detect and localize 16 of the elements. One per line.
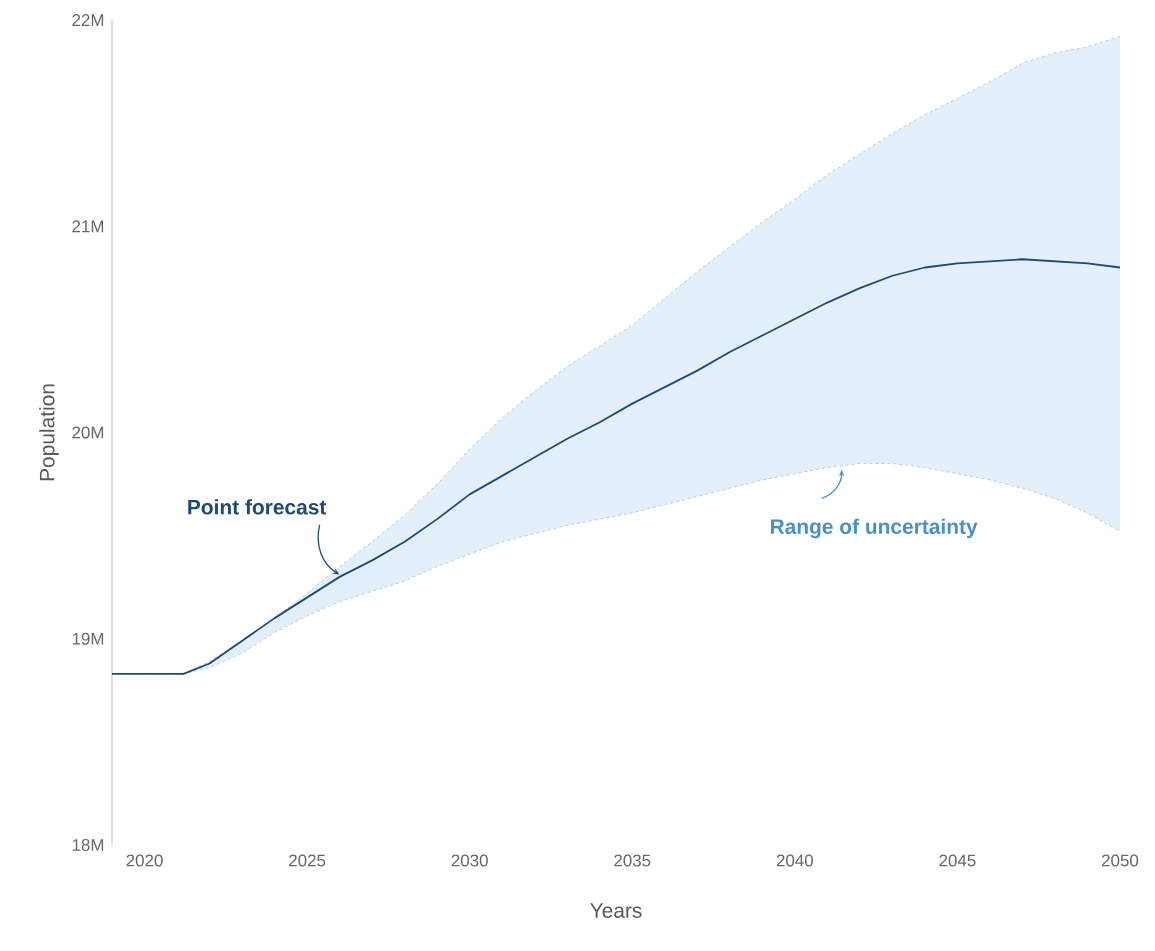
y-tick-label: 21M <box>72 220 104 233</box>
x-axis-title: Years <box>590 903 642 918</box>
y-tick-label: 19M <box>72 632 104 645</box>
x-tick-label: 2020 <box>126 854 163 867</box>
x-tick-label: 2025 <box>289 854 326 867</box>
x-tick-label: 2030 <box>451 854 488 867</box>
annotation: Point forecast <box>188 499 327 515</box>
x-tick-label: 2045 <box>939 854 976 867</box>
x-tick-label: 2040 <box>776 854 813 867</box>
x-tick-label: 2050 <box>1102 854 1139 867</box>
y-axis-title: Population <box>39 384 59 481</box>
annotation: Range of uncertainty <box>770 518 978 539</box>
y-tick-label: 22M <box>72 14 104 26</box>
y-tick-label: 18M <box>72 839 104 851</box>
x-tick-label: 2035 <box>614 854 651 867</box>
y-tick-label: 20M <box>72 426 104 439</box>
